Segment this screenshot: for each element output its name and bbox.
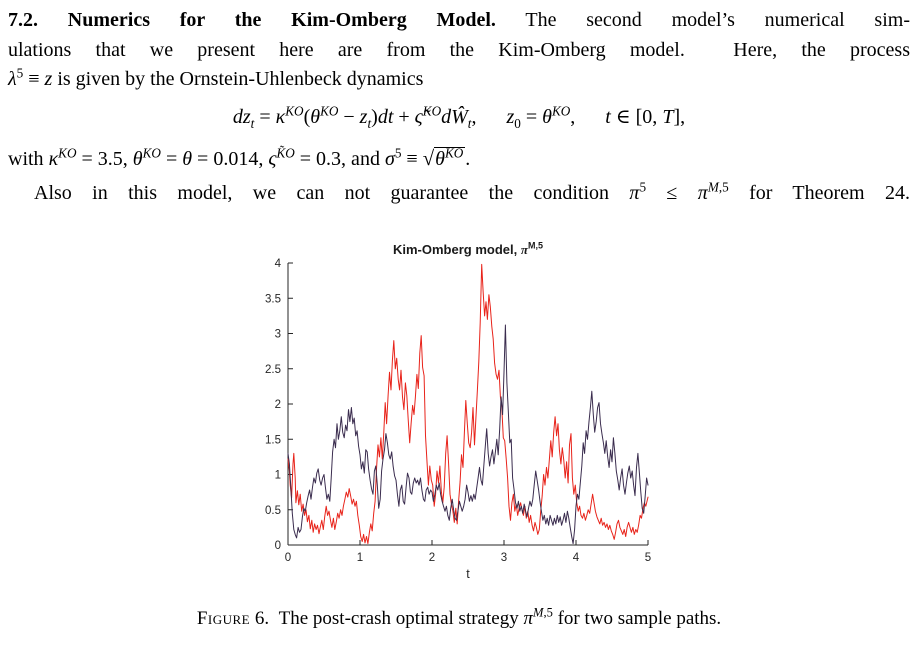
y-tick-label: 1.5 (265, 434, 281, 446)
x-tick-label: 2 (429, 552, 435, 564)
x-tick-label: 4 (573, 552, 580, 564)
sample-path-dark (287, 324, 649, 545)
chart-title: Kim-Omberg model, πM,5 (393, 240, 543, 257)
y-tick-label: 4 (275, 258, 282, 270)
x-tick-label: 1 (357, 552, 363, 564)
figure-caption-label: Figure 6. (196, 608, 270, 629)
display-equation: dzt = κKO(θKO − zt)dt + ς̃KOdŴt, z0 = θK… (232, 103, 686, 131)
figure-caption-text: The post-crash optimal strategy πM,5 for… (273, 605, 722, 629)
parameters-line: with κKO = 3.5, θKO = θ = 0.014, ςK̃O = … (8, 145, 471, 170)
paragraph-line-2: ulations that we present here are from t… (8, 38, 910, 61)
y-tick-label: 1 (275, 470, 281, 482)
y-tick-label: 3 (275, 329, 281, 341)
figure-caption: Figure 6. The post-crash optimal strateg… (0, 605, 918, 630)
x-tick-label: 0 (285, 552, 291, 564)
figure-chart: 0 1 2 3 4 5 0 0.5 1 1.5 2 2.5 3 3.5 4 t (250, 238, 670, 583)
x-axis-label: t (466, 567, 470, 581)
y-tick-label: 2.5 (265, 364, 281, 376)
chart-svg: 0 1 2 3 4 5 0 0.5 1 1.5 2 2.5 3 3.5 4 t (265, 258, 651, 581)
y-tick-label: 0.5 (265, 505, 281, 517)
sample-path-red (287, 263, 649, 545)
y-tick-label: 0 (275, 540, 281, 552)
body-paragraph: 7.2. Numerics for the Kim-Omberg Model. … (8, 6, 910, 95)
y-tick-label: 3.5 (265, 293, 281, 305)
x-tick-label: 3 (501, 552, 507, 564)
paragraph-line-3: λ5 ≡ z is given by the Ornstein-Uhlenbec… (8, 65, 424, 90)
remark-line: Also in this model, we can not guarantee… (34, 179, 910, 204)
y-tick-label: 2 (275, 399, 281, 411)
paragraph-line-1: 7.2. Numerics for the Kim-Omberg Model. … (8, 9, 910, 31)
x-tick-label: 5 (645, 552, 651, 564)
